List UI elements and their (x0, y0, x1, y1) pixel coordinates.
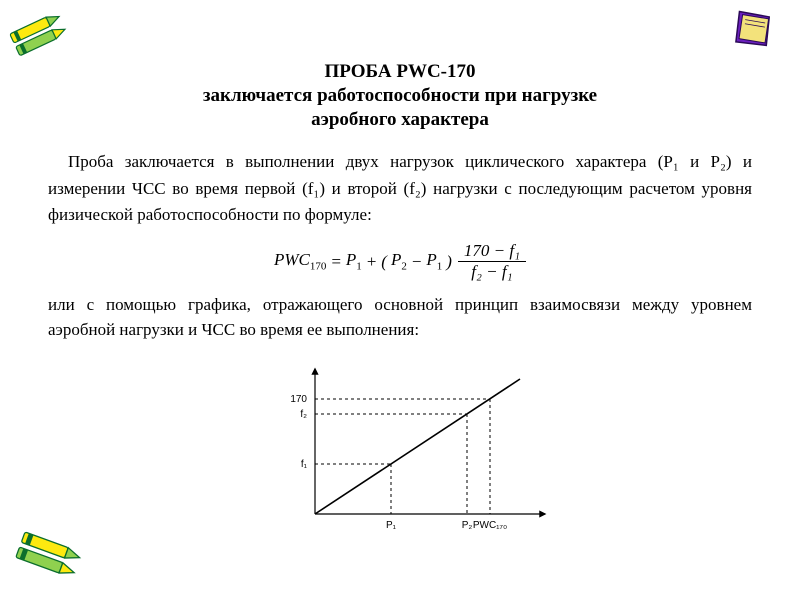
svg-text:P₂: P₂ (462, 520, 473, 531)
fraction-denominator: f₂ − f₁ (465, 262, 518, 281)
book-icon (724, 6, 778, 56)
chart-container: 170 f₂ f₁ P₁ P₂PWC₁₇₀ (48, 359, 752, 539)
title-line-1: ПРОБА PWC-170 (48, 60, 752, 84)
formula-minus: − (411, 252, 422, 272)
formula-p1b: P1 (426, 250, 442, 272)
svg-text:170: 170 (290, 394, 307, 405)
fraction-numerator: 170 − f₁ (458, 242, 526, 262)
svg-text:P₁: P₁ (386, 520, 397, 531)
formula-eq: = (330, 252, 341, 272)
formula-open: ( (381, 252, 387, 272)
svg-text:PWC₁₇₀: PWC₁₇₀ (473, 520, 507, 531)
formula-fraction: 170 − f₁ f₂ − f₁ (458, 242, 526, 281)
formula: PWC170 = P1 + ( P2 − P1 ) 170 − f₁ f₂ − … (274, 242, 526, 281)
svg-text:f₂: f₂ (300, 409, 307, 420)
title-line-3: аэробного характера (48, 108, 752, 132)
formula-p1: P1 (346, 250, 362, 272)
linear-relation-chart: 170 f₂ f₁ P₁ P₂PWC₁₇₀ (235, 359, 565, 539)
intro-paragraph: Проба заключается в выполнении двух нагр… (48, 149, 752, 228)
svg-text:f₁: f₁ (301, 459, 308, 470)
formula-close: ) (446, 252, 452, 272)
formula-p2: P2 (391, 250, 407, 272)
formula-block: PWC170 = P1 + ( P2 − P1 ) 170 − f₁ f₂ − … (48, 242, 752, 281)
crayon-icon (6, 6, 70, 60)
page-root: ПРОБА PWC-170 заключается работоспособно… (0, 0, 800, 600)
graph-intro-paragraph: или с помощью графика, отражающего основ… (48, 293, 752, 342)
formula-plus: + (366, 252, 377, 272)
title-line-2: заключается работоспособности при нагруз… (48, 84, 752, 108)
page-title: ПРОБА PWC-170 заключается работоспособно… (48, 60, 752, 131)
formula-lhs: PWC170 (274, 250, 326, 272)
crayon-icon-bottom (10, 522, 90, 592)
